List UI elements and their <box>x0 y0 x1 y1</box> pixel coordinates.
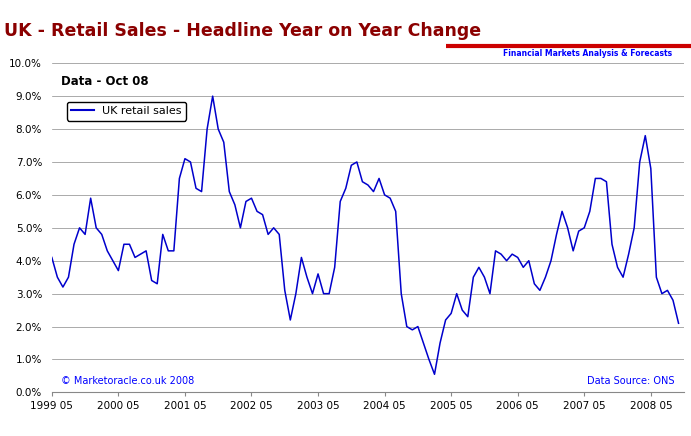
Text: © Marketoracle.co.uk 2008: © Marketoracle.co.uk 2008 <box>61 376 195 386</box>
Text: Data Source: ONS: Data Source: ONS <box>587 376 674 386</box>
Text: MarketOracle.co.uk: MarketOracle.co.uk <box>515 16 661 29</box>
Text: Data - Oct 08: Data - Oct 08 <box>61 75 149 88</box>
Legend: UK retail sales: UK retail sales <box>67 102 187 121</box>
Text: Financial Markets Analysis & Forecasts: Financial Markets Analysis & Forecasts <box>504 49 672 58</box>
Text: UK - Retail Sales - Headline Year on Year Change: UK - Retail Sales - Headline Year on Yea… <box>4 22 482 40</box>
